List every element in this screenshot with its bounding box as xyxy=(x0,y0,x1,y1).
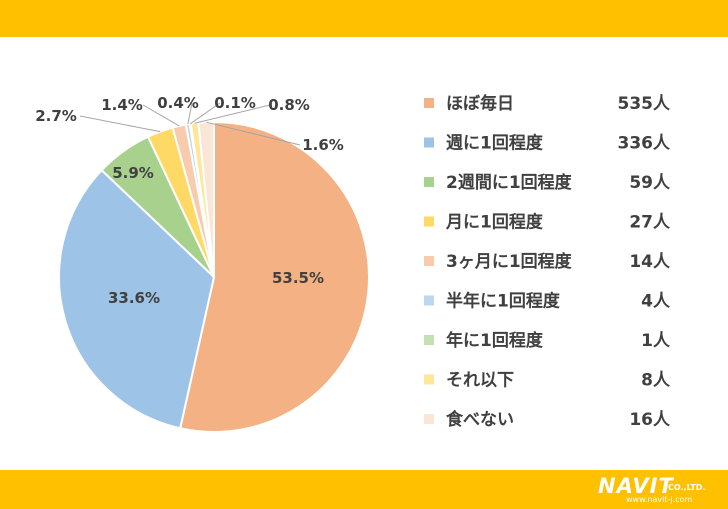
leader-line xyxy=(206,121,301,146)
legend-swatch xyxy=(424,295,434,306)
legend-count: 535人 xyxy=(618,94,671,114)
legend-label: ほぼ毎日 xyxy=(446,93,514,114)
legend-swatch xyxy=(424,177,434,187)
legend-label: それ以下 xyxy=(446,371,514,391)
logo-wordmark: NAVIT xyxy=(598,474,674,498)
legend-label: 月に1回程度 xyxy=(445,212,544,233)
legend-count: 8人 xyxy=(641,371,671,391)
percent-label: 1.4% xyxy=(101,96,143,114)
percent-label: 0.4% xyxy=(157,94,199,112)
percent-label: 0.1% xyxy=(214,94,256,112)
leader-line xyxy=(142,104,180,127)
leader-lines xyxy=(79,102,301,146)
legend-count: 27人 xyxy=(629,213,671,233)
logo-suffix: CO.,LTD. xyxy=(668,483,706,492)
percent-labels: 53.5% 33.6% 5.9% 2.7% 1.4% 0.4% 0.1% 0.8% 1.6% xyxy=(35,94,344,307)
leader-line xyxy=(189,102,221,125)
legend-swatch xyxy=(424,414,434,424)
legend-swatch xyxy=(424,137,434,148)
legend-label: 3ヶ月に1回程度 xyxy=(446,251,573,272)
leader-line xyxy=(194,104,271,124)
percent-label: 2.7% xyxy=(35,107,77,125)
legend-count: 59人 xyxy=(629,173,671,193)
percent-label: 1.6% xyxy=(302,136,344,154)
legend-count: 16人 xyxy=(629,410,671,430)
legend-count: 336人 xyxy=(618,134,671,154)
legend-count: 14人 xyxy=(629,252,671,272)
top-banner xyxy=(0,0,728,37)
legend-label: 年に1回程度 xyxy=(446,330,544,351)
legend-label: 食べない xyxy=(446,409,514,430)
logo-url: www.navit-j.com xyxy=(626,495,693,504)
leader-line xyxy=(79,115,161,133)
pie-slice xyxy=(58,168,216,430)
legend-swatch xyxy=(424,256,434,266)
legend-label: 週に1回程度 xyxy=(446,133,544,154)
leader-line xyxy=(187,102,193,125)
percent-label: 0.8% xyxy=(268,96,310,114)
percent-label: 33.6% xyxy=(108,289,160,307)
percent-label: 5.9% xyxy=(112,164,154,182)
legend-label: 半年に1回程度 xyxy=(446,291,561,312)
percent-label: 53.5% xyxy=(272,269,324,287)
legend-swatch xyxy=(424,335,434,345)
legend-swatch xyxy=(424,374,434,385)
legend-count: 1人 xyxy=(641,331,671,351)
navit-logo: NAVIT CO.,LTD. www.navit-j.com xyxy=(598,474,718,506)
bottom-banner xyxy=(0,470,728,509)
legend-swatch xyxy=(424,98,434,108)
pie-chart: 53.5% 33.6% 5.9% 2.7% 1.4% 0.4% 0.1% 0.8% 1.6% ほ… xyxy=(35,93,671,433)
legend-label: 2週間に1回程度 xyxy=(446,172,573,193)
pie-slice xyxy=(178,120,370,433)
legend-swatch xyxy=(424,216,434,227)
legend-count: 4人 xyxy=(641,292,671,312)
